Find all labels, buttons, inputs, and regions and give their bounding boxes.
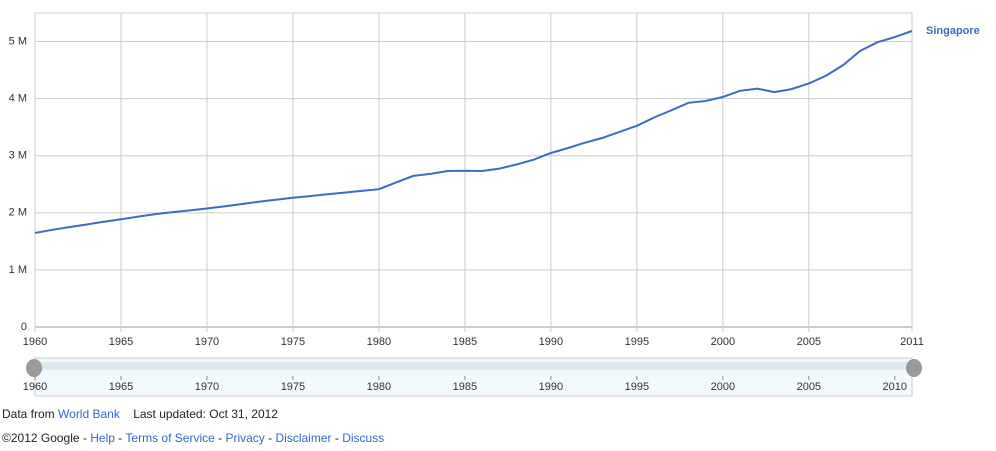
y-tick-label: 2 M [9,207,27,219]
x-tick-label: 1980 [367,336,391,348]
source-link[interactable]: World Bank [58,407,120,421]
chart: 0 1 M 2 M 3 M 4 M 5 M 1960 1965 1970 1975 1980 1985… [9,12,980,397]
timeline-label: 2000 [711,381,735,393]
x-tick-label: 1970 [195,336,219,348]
timeline-label: 1960 [23,381,47,393]
separator: - [268,431,273,445]
separator: - [334,431,339,445]
timeline-label: 1965 [109,381,133,393]
separator: - [82,431,87,445]
timeline-label: 1970 [195,381,219,393]
timeline-label: 1990 [539,381,563,393]
x-tick-label: 1985 [453,336,477,348]
timeline-label: 1975 [281,381,305,393]
footer-link[interactable]: Help [90,431,115,445]
timeline-handle [26,359,42,377]
footer-link[interactable]: Terms of Service [125,431,215,445]
copyright: ©2012 Google [2,431,80,445]
x-tick-label: 2011 [900,336,924,348]
timeline-label: 2005 [797,381,821,393]
source-prefix: Data from [2,407,55,421]
y-tick-label: 5 M [9,35,27,47]
x-tick-label: 1995 [625,336,649,348]
timeline-label: 1995 [625,381,649,393]
footer-link[interactable]: Privacy [225,431,265,445]
x-tick-label: 1965 [109,336,133,348]
separator: - [118,431,123,445]
y-tick-label: 0 [21,321,27,333]
x-tick-label: 1960 [23,336,47,348]
x-tick-label: 1990 [539,336,563,348]
timeline-band [35,362,912,370]
y-tick-label: 1 M [9,264,27,276]
timeline-handle [906,359,922,377]
footer-links: ©2012 Google - Help - Terms of Service -… [2,431,384,445]
y-tick-label: 3 M [9,150,27,162]
y-tick-label: 4 M [9,93,27,105]
timeline-label: 1980 [367,381,391,393]
line [34,30,913,234]
x-tick-label: 1975 [281,336,305,348]
x-tick-label: 2000 [711,336,735,348]
updated: Last updated: Oct 31, 2012 [133,407,278,421]
x-tick-label: 2005 [797,336,821,348]
footer-link[interactable]: Disclaimer [275,431,332,445]
separator: - [218,431,223,445]
source-line: Data from World Bank Last updated: Oct 3… [2,407,278,421]
series-label: Singapore [926,25,980,37]
timeline-label: 1985 [453,381,477,393]
footer-link[interactable]: Discuss [342,431,385,445]
timeline-label: 2010 [883,381,907,393]
